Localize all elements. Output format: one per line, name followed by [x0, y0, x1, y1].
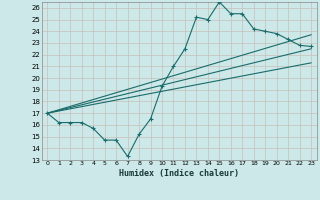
X-axis label: Humidex (Indice chaleur): Humidex (Indice chaleur) — [119, 169, 239, 178]
